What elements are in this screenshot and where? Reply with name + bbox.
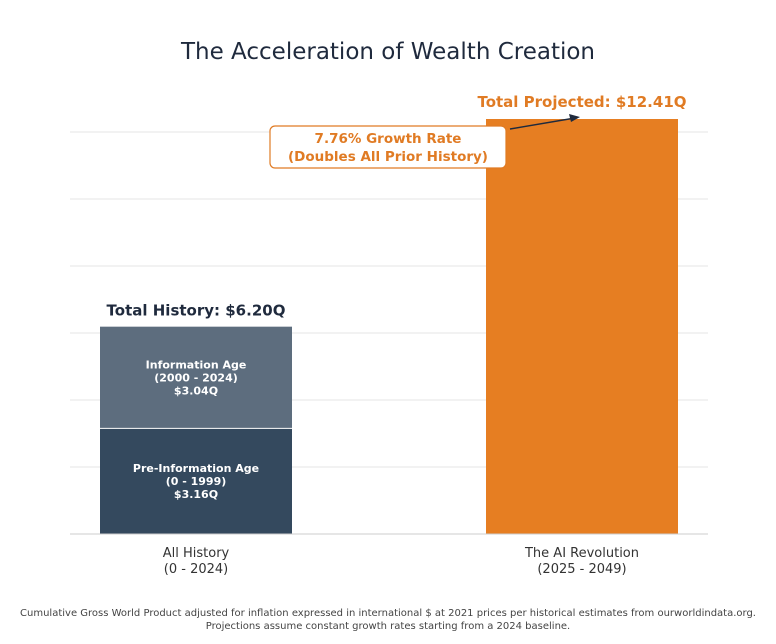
pre-info-name-label: Pre-Information Age [133, 462, 259, 475]
wealth-chart: The Acceleration of Wealth Creation Pre-… [70, 39, 708, 577]
annotation-line-1: 7.76% Growth Rate [315, 131, 462, 147]
annotation-arrowhead [569, 114, 580, 122]
history-total-label: Total History: $6.20Q [107, 302, 286, 320]
bar-ai-revolution [486, 119, 678, 534]
annotation-arrow-line [509, 117, 576, 130]
annotation-box [269, 125, 507, 169]
bar-information-age [100, 326, 292, 429]
bar-pre-information-age [100, 428, 292, 534]
category-period-ai-revolution: (2025 - 2049) [537, 562, 626, 577]
info-period-label: (2000 - 2024) [154, 371, 238, 384]
pre-info-period-label: (0 - 1999) [166, 475, 227, 488]
category-label-all-history: All History [163, 546, 230, 561]
annotation-line-2: (Doubles All Prior History) [288, 149, 488, 165]
pre-info-value-label: $3.16Q [174, 488, 218, 501]
category-period-all-history: (0 - 2024) [164, 562, 228, 577]
info-name-label: Information Age [146, 358, 247, 371]
growth-annotation: 7.76% Growth Rate (Doubles All Prior His… [269, 114, 580, 169]
footnote-line-2: Projections assume constant growth rates… [205, 621, 571, 632]
projected-total-label: Total Projected: $12.41Q [477, 93, 686, 111]
footnote-line-1: Cumulative Gross World Product adjusted … [20, 608, 756, 619]
chart-title: The Acceleration of Wealth Creation [180, 39, 595, 65]
info-value-label: $3.04Q [174, 384, 218, 397]
category-label-ai-revolution: The AI Revolution [524, 546, 639, 561]
